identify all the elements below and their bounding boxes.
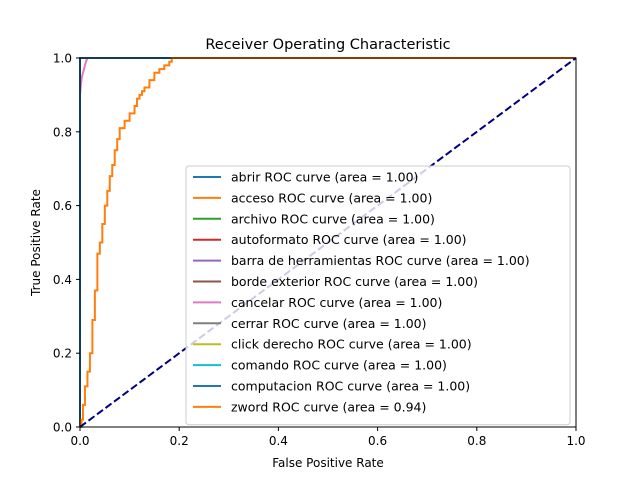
legend-box (185, 165, 571, 426)
legend-entry-label: abrir ROC curve (area = 1.00) (231, 170, 418, 185)
y-tick-label: 0.2 (53, 347, 72, 361)
series-line-11 (80, 57, 576, 428)
x-tick-label: 0.8 (467, 434, 486, 448)
x-tick-label: 0.0 (70, 434, 89, 448)
y-tick-label: 0.0 (53, 421, 72, 435)
y-tick-label: 0.8 (53, 125, 72, 139)
legend-entry-label: acceso ROC curve (area = 1.00) (231, 190, 432, 205)
x-tick-label: 1.0 (566, 434, 585, 448)
legend-entry-label: archivo ROC curve (area = 1.00) (231, 211, 435, 226)
x-tick-label: 0.2 (170, 434, 189, 448)
legend-entry-label: cancelar ROC curve (area = 1.00) (231, 295, 442, 310)
y-tick-label: 1.0 (53, 52, 72, 66)
legend-entry-label: zword ROC curve (area = 0.94) (231, 399, 426, 414)
legend-entry-label: cerrar ROC curve (area = 1.00) (231, 316, 427, 331)
legend-entry-label: barra de herramientas ROC curve (area = … (231, 253, 530, 268)
ticks-layer: 0.0 0.2 0.4 0.6 0.8 1.0 0.0 0.2 0.4 0.6 0.8 1.0 (53, 52, 586, 449)
legend-entry-label: computacion ROC curve (area = 1.00) (231, 379, 470, 394)
plot-frame (79, 57, 577, 428)
legend: abrir ROC curve (area = 1.00) acceso ROC … (185, 165, 571, 426)
x-axis-label: False Positive Rate (272, 456, 384, 470)
y-tick-label: 0.6 (53, 199, 72, 213)
legend-entry-label: autoformato ROC curve (area = 1.00) (231, 232, 467, 247)
legend-entry-label: borde exterior ROC curve (area = 1.00) (231, 274, 478, 289)
y-tick-label: 0.4 (53, 273, 72, 287)
y-axis-label: True Positive Rate (29, 189, 43, 297)
chart-title: Receiver Operating Characteristic (205, 37, 450, 53)
legend-entry-label: click derecho ROC curve (area = 1.00) (231, 337, 472, 352)
x-tick-label: 0.4 (269, 434, 288, 448)
legend-entry-label: comando ROC curve (area = 1.00) (231, 358, 447, 373)
x-tick-label: 0.6 (368, 434, 387, 448)
